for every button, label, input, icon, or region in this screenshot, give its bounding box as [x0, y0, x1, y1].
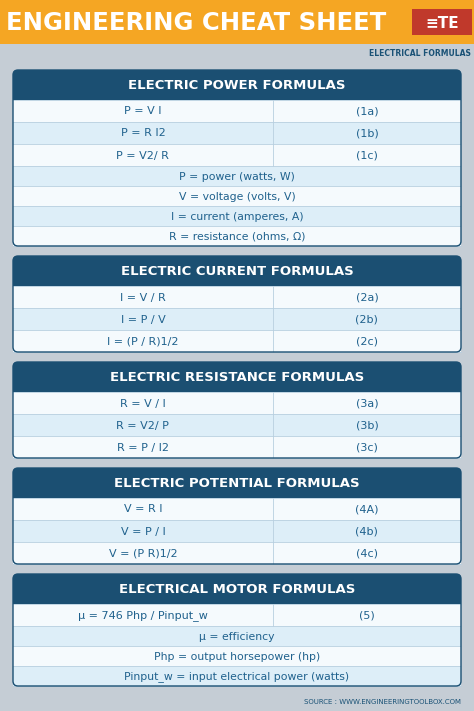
- Bar: [13, 579, 461, 604]
- Bar: [13, 520, 461, 542]
- FancyBboxPatch shape: [13, 468, 461, 498]
- FancyBboxPatch shape: [13, 362, 461, 458]
- Text: (1b): (1b): [356, 129, 378, 139]
- Bar: [13, 261, 461, 286]
- Bar: [13, 308, 461, 330]
- Text: ENGINEERING CHEAT SHEET: ENGINEERING CHEAT SHEET: [6, 11, 386, 35]
- Text: (5): (5): [359, 611, 375, 621]
- FancyBboxPatch shape: [13, 256, 461, 352]
- FancyBboxPatch shape: [13, 362, 461, 392]
- Text: ELECTRICAL FORMULAS: ELECTRICAL FORMULAS: [369, 49, 471, 58]
- Text: V = P / I: V = P / I: [120, 527, 165, 537]
- Bar: [13, 100, 461, 122]
- Bar: [0, 0, 474, 44]
- Text: ELECTRIC POWER FORMULAS: ELECTRIC POWER FORMULAS: [128, 79, 346, 92]
- Bar: [13, 473, 461, 498]
- Bar: [13, 392, 461, 414]
- Text: ELECTRIC RESISTANCE FORMULAS: ELECTRIC RESISTANCE FORMULAS: [110, 371, 364, 384]
- Text: (2a): (2a): [356, 292, 378, 302]
- Bar: [13, 498, 461, 520]
- Bar: [13, 542, 461, 564]
- Bar: [13, 144, 461, 166]
- Bar: [13, 206, 461, 226]
- Text: V = voltage (volts, V): V = voltage (volts, V): [179, 191, 295, 201]
- Bar: [13, 226, 461, 246]
- Text: (2c): (2c): [356, 336, 378, 346]
- Text: μ = efficiency: μ = efficiency: [199, 631, 275, 641]
- Text: μ = 746 Php / Pinput_w: μ = 746 Php / Pinput_w: [78, 610, 208, 621]
- Text: (3b): (3b): [356, 420, 378, 430]
- Bar: [13, 122, 461, 144]
- Bar: [13, 436, 461, 458]
- Text: P = V I: P = V I: [124, 107, 162, 117]
- Text: (2b): (2b): [356, 314, 378, 324]
- Text: V = (P R)1/2: V = (P R)1/2: [109, 548, 177, 559]
- Text: SOURCE : WWW.ENGINEERINGTOOLBOX.COM: SOURCE : WWW.ENGINEERINGTOOLBOX.COM: [304, 699, 461, 705]
- FancyBboxPatch shape: [13, 448, 461, 459]
- Text: R = V / I: R = V / I: [120, 398, 166, 409]
- Text: I = current (amperes, A): I = current (amperes, A): [171, 211, 303, 222]
- Text: Pinput_w = input electrical power (watts): Pinput_w = input electrical power (watts…: [125, 671, 349, 682]
- Text: R = V2/ P: R = V2/ P: [117, 420, 169, 430]
- Text: (1a): (1a): [356, 107, 378, 117]
- Bar: [13, 414, 461, 436]
- FancyBboxPatch shape: [13, 342, 461, 353]
- Bar: [13, 186, 461, 206]
- Text: Php = output horsepower (hp): Php = output horsepower (hp): [154, 651, 320, 661]
- Bar: [13, 75, 461, 100]
- FancyBboxPatch shape: [13, 468, 461, 564]
- Text: I = V / R: I = V / R: [120, 292, 166, 302]
- Text: ELECTRIC CURRENT FORMULAS: ELECTRIC CURRENT FORMULAS: [120, 265, 354, 278]
- FancyBboxPatch shape: [13, 574, 461, 686]
- Bar: [13, 666, 461, 686]
- Bar: [13, 626, 461, 646]
- Text: I = (P / R)1/2: I = (P / R)1/2: [107, 336, 179, 346]
- FancyBboxPatch shape: [13, 554, 461, 565]
- FancyBboxPatch shape: [13, 236, 461, 247]
- Text: (3a): (3a): [356, 398, 378, 409]
- Text: P = R I2: P = R I2: [120, 129, 165, 139]
- FancyBboxPatch shape: [13, 676, 461, 687]
- Text: P = power (watts, W): P = power (watts, W): [179, 171, 295, 181]
- FancyBboxPatch shape: [13, 70, 461, 100]
- FancyBboxPatch shape: [13, 70, 461, 246]
- Text: (1c): (1c): [356, 151, 378, 161]
- Text: (4A): (4A): [355, 505, 379, 515]
- Text: (3c): (3c): [356, 442, 378, 452]
- Text: ≡TE: ≡TE: [425, 16, 459, 31]
- Text: (4c): (4c): [356, 548, 378, 559]
- Bar: [13, 330, 461, 352]
- Bar: [13, 367, 461, 392]
- Text: I = P / V: I = P / V: [120, 314, 165, 324]
- Text: V = R I: V = R I: [124, 505, 162, 515]
- Text: R = P / I2: R = P / I2: [117, 442, 169, 452]
- Text: ELECTRIC POTENTIAL FORMULAS: ELECTRIC POTENTIAL FORMULAS: [114, 477, 360, 490]
- Bar: [412, 9, 472, 35]
- FancyBboxPatch shape: [13, 574, 461, 604]
- Text: (4b): (4b): [356, 527, 378, 537]
- Bar: [13, 646, 461, 666]
- Bar: [13, 166, 461, 186]
- Text: ELECTRICAL MOTOR FORMULAS: ELECTRICAL MOTOR FORMULAS: [119, 583, 355, 596]
- Text: R = resistance (ohms, Ω): R = resistance (ohms, Ω): [169, 232, 305, 242]
- Bar: [13, 604, 461, 626]
- FancyBboxPatch shape: [13, 256, 461, 286]
- Bar: [13, 286, 461, 308]
- Text: P = V2/ R: P = V2/ R: [117, 151, 169, 161]
